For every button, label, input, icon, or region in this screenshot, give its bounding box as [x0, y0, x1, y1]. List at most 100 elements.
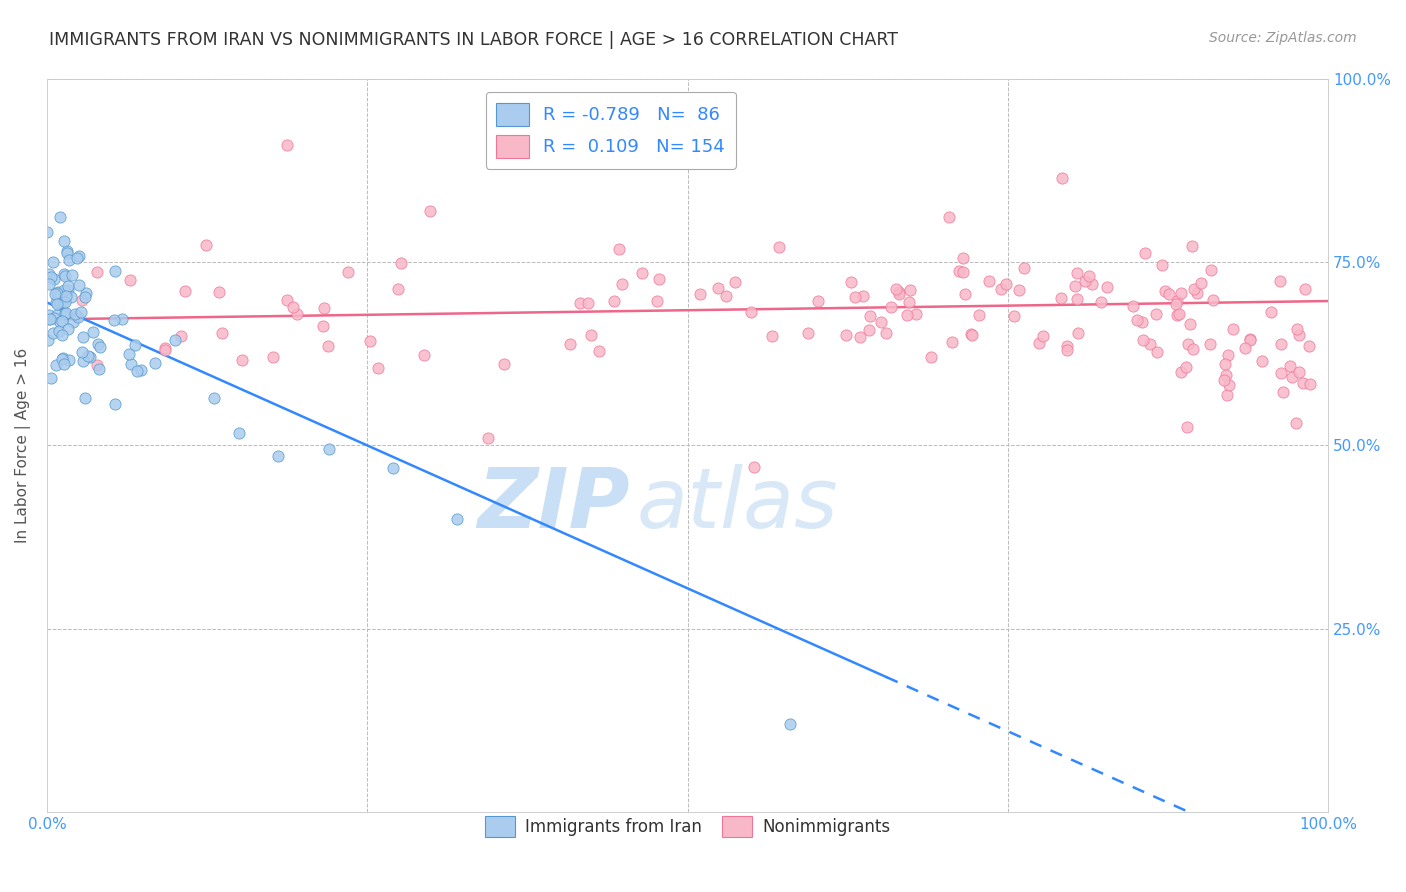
Point: [1154, 284, 1177, 298]
Point: [1216, 388, 1239, 402]
Point: [75, 285, 97, 300]
Point: [1122, 299, 1144, 313]
Point: [51, 314, 73, 328]
Point: [1164, 296, 1187, 310]
Point: [35, 225, 58, 239]
Point: [807, 293, 830, 308]
Point: [1063, 278, 1085, 293]
Point: [56, 322, 79, 336]
Point: [266, 449, 288, 463]
Point: [1090, 295, 1112, 310]
Point: [576, 295, 599, 310]
Point: [1281, 369, 1303, 384]
Point: [1135, 246, 1157, 260]
Point: [1170, 365, 1192, 379]
Point: [419, 203, 441, 218]
Point: [55, 244, 77, 258]
Point: [52, 295, 75, 310]
Point: [969, 308, 991, 322]
Point: [631, 266, 654, 280]
Point: [86, 265, 108, 279]
Point: [1288, 365, 1310, 379]
Point: [174, 285, 197, 299]
Point: [1215, 368, 1237, 382]
Legend: Immigrants from Iran, Nonimmigrants: Immigrants from Iran, Nonimmigrants: [478, 809, 897, 844]
Point: [779, 717, 801, 731]
Point: [875, 326, 897, 340]
Point: [852, 289, 875, 303]
Point: [72, 354, 94, 368]
Point: [55, 289, 77, 303]
Point: [42, 326, 65, 340]
Point: [858, 323, 880, 337]
Point: [1095, 280, 1118, 294]
Point: [953, 287, 976, 301]
Point: [898, 283, 921, 297]
Point: [46, 285, 69, 300]
Point: [1270, 366, 1292, 380]
Point: [1189, 277, 1212, 291]
Point: [53, 268, 76, 283]
Point: [58, 253, 80, 268]
Point: [768, 240, 790, 254]
Point: [904, 307, 927, 321]
Point: [103, 264, 125, 278]
Text: ZIP: ZIP: [477, 464, 630, 544]
Point: [990, 282, 1012, 296]
Point: [153, 343, 176, 358]
Point: [1056, 339, 1078, 353]
Point: [49, 288, 72, 302]
Point: [569, 296, 592, 310]
Point: [38, 277, 60, 291]
Point: [70, 293, 93, 307]
Point: [723, 276, 745, 290]
Point: [316, 339, 339, 353]
Point: [1279, 359, 1302, 373]
Point: [1066, 292, 1088, 306]
Point: [153, 341, 176, 355]
Point: [381, 461, 404, 475]
Point: [1146, 345, 1168, 359]
Point: [41, 255, 63, 269]
Point: [38, 312, 60, 326]
Point: [87, 362, 110, 376]
Point: [1077, 269, 1099, 284]
Point: [1222, 322, 1244, 336]
Point: [56, 279, 79, 293]
Point: [1285, 321, 1308, 335]
Point: [839, 275, 862, 289]
Point: [77, 349, 100, 363]
Point: [143, 356, 166, 370]
Point: [59, 290, 82, 304]
Point: [82, 325, 104, 339]
Point: [48, 324, 70, 338]
Point: [1182, 282, 1205, 296]
Point: [645, 293, 668, 308]
Point: [1270, 337, 1292, 351]
Point: [1181, 239, 1204, 253]
Point: [1032, 329, 1054, 343]
Point: [38, 312, 60, 326]
Point: [1268, 273, 1291, 287]
Point: [131, 362, 153, 376]
Point: [1130, 315, 1153, 329]
Point: [228, 426, 250, 441]
Point: [124, 337, 146, 351]
Point: [285, 306, 308, 320]
Point: [46, 285, 69, 300]
Point: [276, 293, 298, 308]
Point: [1002, 309, 1025, 323]
Point: [79, 351, 101, 365]
Point: [49, 295, 72, 310]
Point: [70, 345, 93, 359]
Point: [38, 308, 60, 322]
Point: [1126, 313, 1149, 327]
Point: [1174, 360, 1197, 375]
Point: [120, 273, 142, 287]
Y-axis label: In Labor Force | Age > 16: In Labor Force | Age > 16: [15, 348, 31, 543]
Point: [1271, 384, 1294, 399]
Point: [52, 351, 75, 365]
Point: [612, 277, 634, 291]
Point: [53, 357, 76, 371]
Point: [337, 265, 360, 279]
